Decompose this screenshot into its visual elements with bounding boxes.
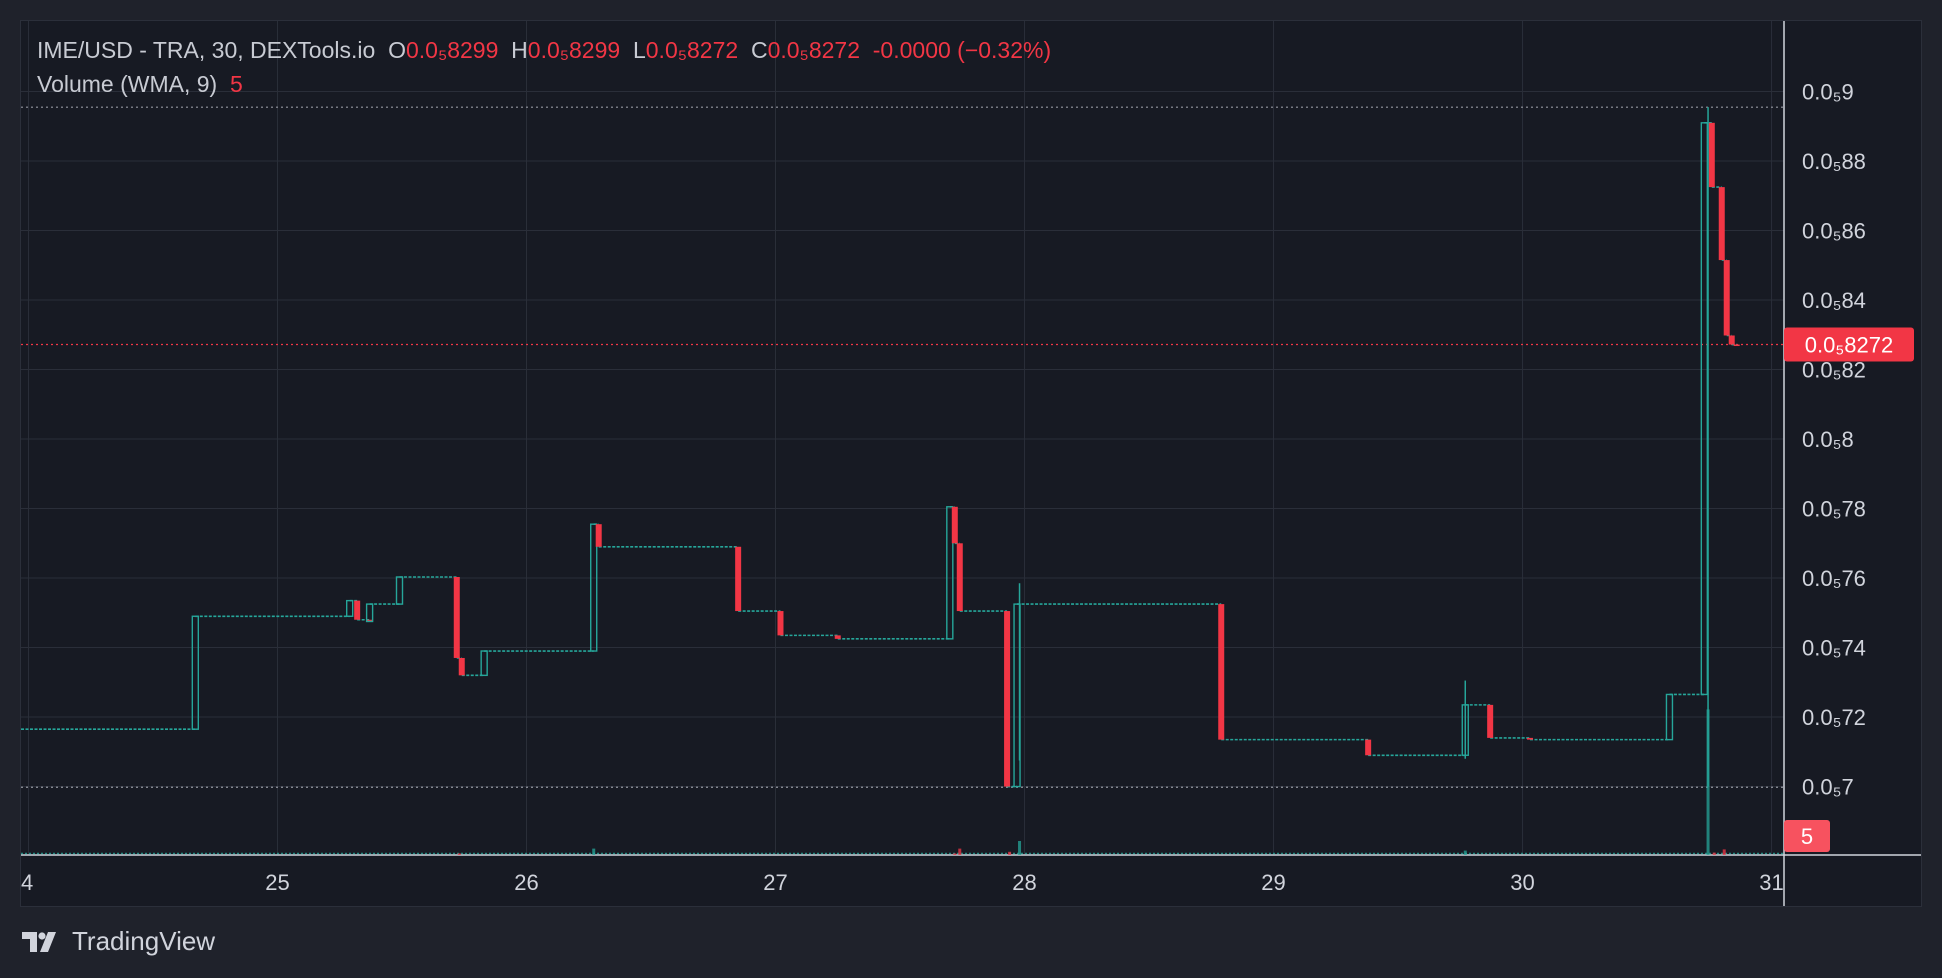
price-candle (1700, 122, 1709, 696)
open-label: O (388, 37, 406, 63)
high-value: 0.0₅8299 (527, 37, 621, 63)
price-candle (366, 619, 373, 622)
volume-last-tag (1784, 820, 1830, 852)
low-label: L (632, 37, 646, 63)
tradingview-brand[interactable]: TradingView (72, 926, 216, 956)
high-label: H (511, 37, 528, 63)
open-value: 0.0₅8299 (405, 37, 499, 63)
time-axis-label: 28 (1012, 870, 1036, 895)
volume-bar (1008, 851, 1012, 855)
symbol-legend: IME/USD - TRA, 30, DEXTools.io O0.0₅8299… (37, 37, 1051, 64)
time-axis-label: 30 (1510, 870, 1534, 895)
volume-bar (953, 853, 957, 855)
price-candle (735, 546, 742, 612)
price-candle (834, 635, 841, 639)
price-candle (1527, 737, 1534, 740)
footer: TradingView (22, 926, 215, 957)
price-candle (590, 523, 598, 652)
price-candle (1723, 260, 1730, 336)
price-axis-label: 0.0₅8 (1802, 427, 1854, 452)
volume-value: 5 (230, 71, 243, 97)
last-price-tag-label: 0.0₅8272 (1805, 333, 1893, 358)
close-value: 0.0₅8272 (767, 37, 860, 63)
price-candle (1365, 739, 1372, 756)
volume-bar (457, 853, 461, 855)
price-candle (354, 600, 361, 620)
time-axis-label: 4 (21, 870, 33, 895)
time-axis-label: 29 (1261, 870, 1285, 895)
price-axis-label: 0.0₅88 (1802, 149, 1866, 174)
price-candle (1733, 344, 1740, 347)
volume-bar (958, 848, 962, 855)
price-candle (777, 611, 784, 636)
last-price-tag (1784, 327, 1914, 362)
volume-legend[interactable]: Volume (WMA, 9) 5 (37, 71, 243, 98)
price-candle (1718, 187, 1725, 261)
volume-bar (592, 848, 596, 855)
price-candle (595, 524, 602, 547)
price-candle (951, 506, 958, 544)
time-axis-label: 25 (265, 870, 289, 895)
price-axis-label: 0.0₅84 (1802, 288, 1866, 313)
volume-bar (1463, 850, 1467, 855)
price-axis-label: 0.0₅7 (1802, 775, 1854, 800)
price-axis-label: 0.0₅72 (1802, 705, 1866, 730)
price-axis-label: 0.0₅74 (1802, 636, 1866, 661)
price-candle (395, 576, 404, 605)
price-axis-label: 0.0₅78 (1802, 497, 1866, 522)
symbol-source: - TRA, 30, DEXTools.io (132, 37, 376, 63)
price-candle (480, 650, 488, 677)
price-candle (1004, 611, 1011, 787)
price-candle (365, 603, 374, 623)
price-candle (1487, 704, 1494, 738)
low-value: 0.0₅8272 (645, 37, 739, 63)
price-candle (946, 506, 954, 640)
volume-bar (1018, 841, 1022, 855)
volume-bar (1722, 849, 1726, 855)
time-axis-label: 26 (514, 870, 538, 895)
price-chart[interactable]: 0.0₅7 0.0₅72 0.0₅74 0.0₅76 0.0₅78 0.0₅8 0.0₅82… (21, 21, 1922, 907)
time-axis-label: 27 (763, 870, 787, 895)
price-candle (956, 543, 963, 612)
volume-bar (1712, 852, 1716, 855)
tradingview-logo-icon[interactable] (22, 930, 62, 954)
price-candle (191, 615, 200, 730)
price-axis-label: 0.0₅86 (1802, 219, 1866, 244)
price-change: -0.0000 (−0.32%) (872, 37, 1052, 63)
volume-label: Volume (WMA, 9) (37, 71, 218, 97)
price-candle (1665, 693, 1674, 741)
symbol-name[interactable]: IME/USD (37, 37, 133, 63)
price-candle (458, 657, 465, 676)
price-candle (345, 599, 354, 617)
price-axis-label: 0.0₅9 (1802, 80, 1854, 105)
price-axis-label: 0.0₅82 (1802, 358, 1866, 383)
chart-panel[interactable]: 0.0₅7 0.0₅72 0.0₅74 0.0₅76 0.0₅78 0.0₅8 0.0₅82… (20, 20, 1922, 907)
volume-last-tag-label: 5 (1801, 824, 1813, 849)
price-axis-label: 0.0₅76 (1802, 566, 1866, 591)
price-candle (1708, 122, 1715, 188)
price-candle (453, 577, 460, 658)
time-axis-label: 31 (1759, 870, 1783, 895)
close-label: C (750, 37, 768, 63)
price-candle (1218, 604, 1225, 740)
price-candle (1728, 335, 1735, 345)
